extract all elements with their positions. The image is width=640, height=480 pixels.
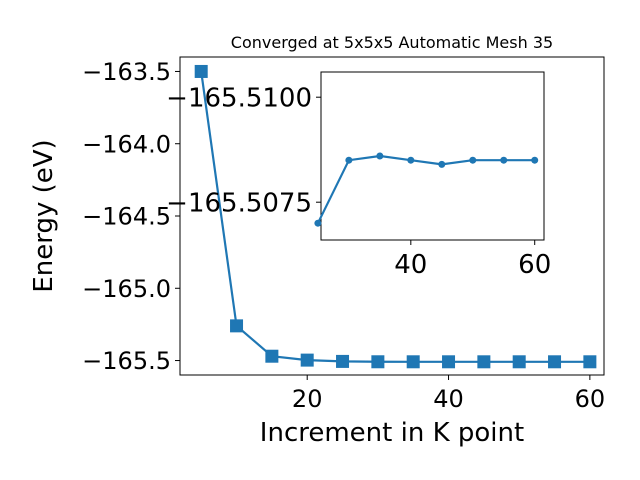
inset-data-point xyxy=(314,219,322,227)
inset-data-point xyxy=(376,152,384,160)
main-data-point xyxy=(194,64,208,78)
main-y-tick-label: −165.5 xyxy=(82,347,171,375)
inset-data-point xyxy=(438,160,446,168)
main-data-point xyxy=(336,354,350,368)
inset-y-ticks: −165.5100 −165.5075 xyxy=(166,84,321,219)
inset-x-ticks: 40 60 xyxy=(394,240,551,280)
main-x-tick-label: 20 xyxy=(292,385,323,413)
main-y-ticks: −163.5 −164.0 −164.5 −165.0 −165.5 xyxy=(82,58,180,375)
main-x-tick-label: 40 xyxy=(433,385,464,413)
inset-x-tick-label: 40 xyxy=(394,250,427,280)
main-data-point xyxy=(371,355,385,369)
main-x-ticks: 20 40 60 xyxy=(292,375,605,413)
main-y-tick-label: −165.0 xyxy=(82,275,171,303)
inset-data-point xyxy=(407,156,415,164)
main-y-tick-label: −163.5 xyxy=(82,58,171,86)
main-data-point xyxy=(265,349,279,363)
main-data-point xyxy=(230,319,244,333)
inset-data-point xyxy=(531,156,539,164)
main-series-markers xyxy=(194,64,597,369)
y-axis-label: Energy (eV) xyxy=(29,139,59,292)
main-y-tick-label: −164.0 xyxy=(82,130,171,158)
inset-data-point xyxy=(345,156,353,164)
inset-data-point xyxy=(469,156,477,164)
inset-plot-frame xyxy=(320,71,545,241)
main-data-point xyxy=(548,355,562,369)
main-axes: Converged at 5x5x5 Automatic Mesh 35 20 4… xyxy=(29,33,605,448)
main-data-point xyxy=(406,355,420,369)
main-y-tick-label: −164.5 xyxy=(82,203,171,231)
x-axis-label: Increment in K point xyxy=(260,418,524,448)
main-data-point xyxy=(583,355,597,369)
inset-y-tick-label: −165.5100 xyxy=(166,84,312,114)
main-data-point xyxy=(442,355,456,369)
inset-series-markers xyxy=(314,152,539,227)
main-data-point xyxy=(300,353,314,367)
inset-data-point xyxy=(500,156,508,164)
inset-y-tick-label: −165.5075 xyxy=(166,189,312,219)
inset-axes: 40 60 −165.5100 −165.5075 xyxy=(166,71,551,280)
chart-title: Converged at 5x5x5 Automatic Mesh 35 xyxy=(231,33,553,52)
main-data-point xyxy=(512,355,526,369)
main-data-point xyxy=(477,355,491,369)
main-x-tick-label: 60 xyxy=(575,385,606,413)
inset-series-line xyxy=(316,154,535,224)
inset-x-tick-label: 60 xyxy=(518,250,551,280)
